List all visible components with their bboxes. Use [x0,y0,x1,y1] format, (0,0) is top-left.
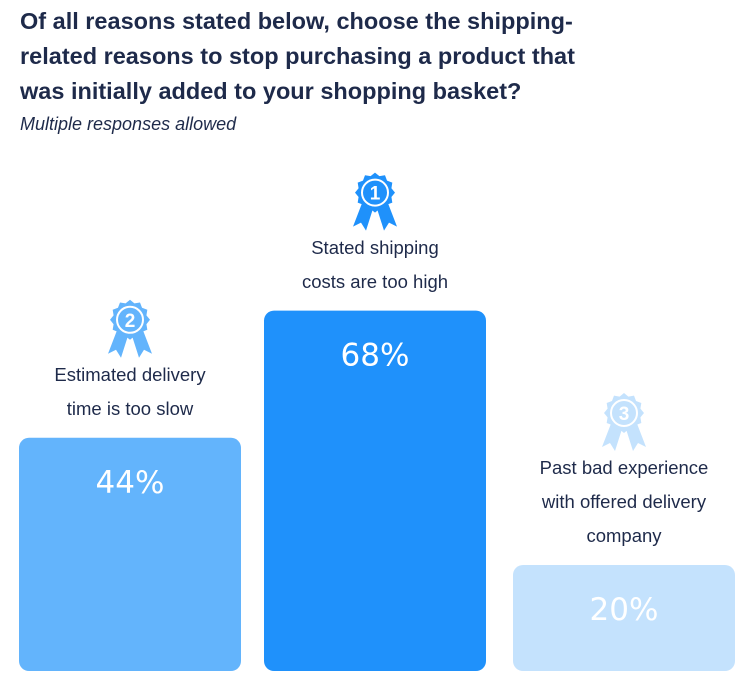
bar-value-label: 20% [590,592,659,628]
bar-value-label: 44% [96,465,165,501]
rank-3-badge-icon: 3 [602,393,646,451]
bar-value-label: 68% [341,338,410,374]
chart-subtitle: Multiple responses allowed [20,114,237,134]
svg-text:3: 3 [619,404,630,425]
rank-1-badge-icon: 1 [353,172,397,231]
chart-title: Of all reasons stated below, choose the … [20,8,575,104]
rank-2-badge-icon: 2 [108,299,152,358]
bar-2 [264,310,486,671]
bar-3 [513,565,735,671]
svg-text:2: 2 [125,311,136,332]
bar-1 [19,437,241,671]
category-label: Estimated delivery time is too slow [54,363,206,419]
svg-text:1: 1 [370,184,381,205]
category-label: Stated shipping costs are too high [301,236,449,292]
category-label: Past bad experience with offered deliver… [539,457,709,546]
